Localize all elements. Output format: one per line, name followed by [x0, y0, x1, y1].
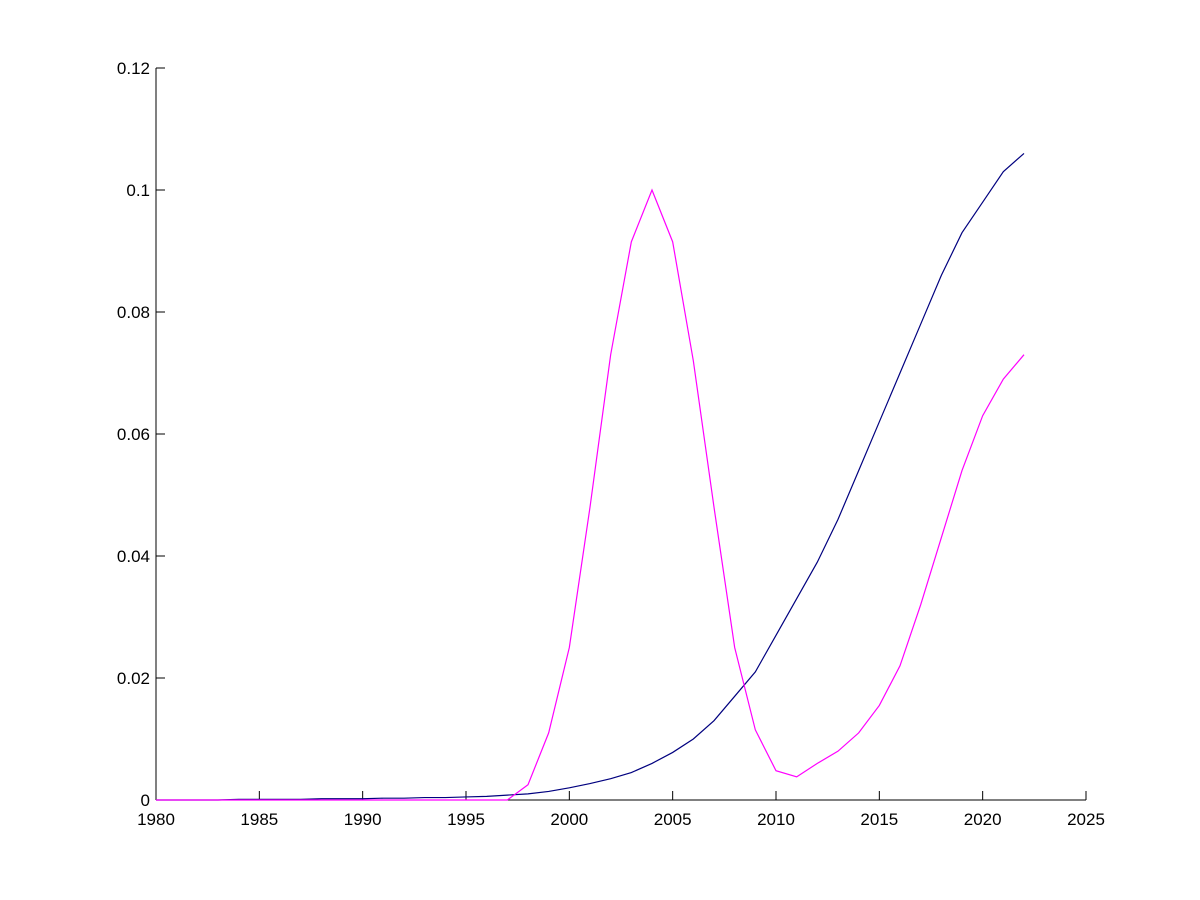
- x-tick-label: 2005: [654, 810, 692, 829]
- x-tick-label: 2020: [964, 810, 1002, 829]
- x-tick-label: 1995: [447, 810, 485, 829]
- x-tick-label: 2010: [757, 810, 795, 829]
- x-tick-label: 2015: [860, 810, 898, 829]
- y-tick-label: 0.02: [117, 669, 150, 688]
- series-line: [156, 188, 1025, 801]
- y-tick-label: 0.04: [117, 547, 150, 566]
- x-tick-label: 2025: [1067, 810, 1105, 829]
- y-tick-label: 0: [141, 791, 150, 810]
- x-tick-label: 1985: [240, 810, 278, 829]
- y-tick-label: 0.06: [117, 425, 150, 444]
- x-tick-label: 2000: [550, 810, 588, 829]
- x-tick-label: 1980: [137, 810, 175, 829]
- x-tick-label: 1990: [344, 810, 382, 829]
- y-tick-label: 0.12: [117, 59, 150, 78]
- y-tick-label: 0.1: [126, 181, 150, 200]
- series-line: [156, 152, 1025, 801]
- y-tick-label: 0.08: [117, 303, 150, 322]
